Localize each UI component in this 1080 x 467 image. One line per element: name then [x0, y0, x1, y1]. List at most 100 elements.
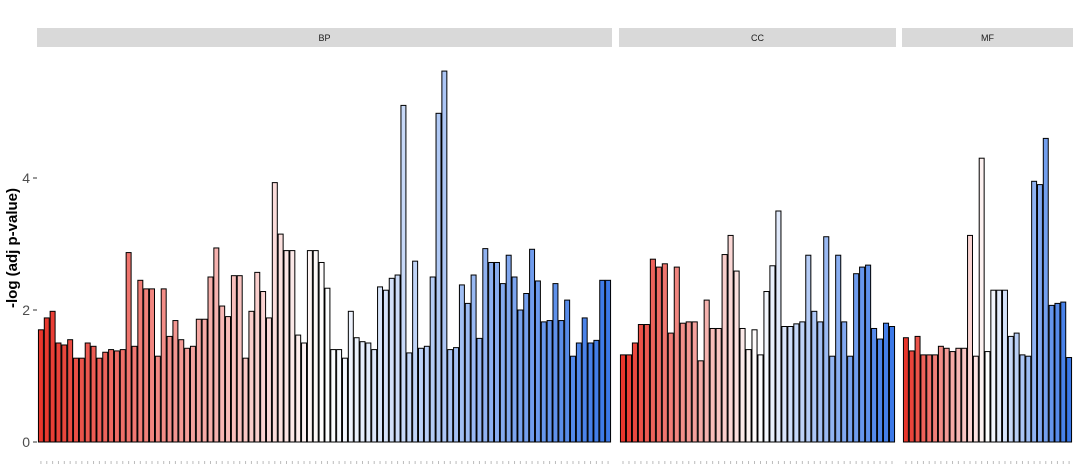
bar	[78, 357, 85, 443]
bar	[697, 360, 704, 443]
bar	[853, 273, 860, 443]
bar	[727, 234, 734, 443]
bar	[558, 320, 565, 443]
bar	[271, 182, 278, 443]
bar	[511, 276, 518, 443]
y-tick-label: 4	[22, 170, 30, 186]
bar	[799, 321, 806, 443]
bar	[1025, 355, 1032, 443]
bar	[394, 274, 401, 443]
bar	[458, 284, 465, 443]
bar	[248, 310, 255, 443]
bar	[406, 352, 413, 443]
bar	[859, 266, 866, 443]
bar	[213, 247, 220, 443]
bar	[1054, 302, 1061, 443]
bar	[371, 349, 378, 443]
bar	[978, 157, 985, 443]
bar	[961, 347, 968, 443]
bar	[435, 112, 442, 443]
bar	[125, 252, 132, 443]
bar	[61, 344, 68, 443]
bar	[412, 260, 419, 443]
bar	[972, 355, 979, 443]
bar	[637, 324, 644, 443]
facet-strip-label: CC	[751, 33, 764, 43]
bar	[581, 317, 588, 443]
y-tick-label: 2	[22, 302, 30, 318]
bar	[540, 321, 547, 443]
bar	[149, 288, 155, 443]
bar	[829, 355, 836, 443]
bar	[201, 318, 208, 443]
bar	[661, 263, 668, 443]
bar	[996, 289, 1003, 443]
bar	[643, 324, 650, 443]
bar	[1013, 332, 1020, 443]
bar	[709, 327, 716, 443]
bar	[219, 305, 226, 443]
bar	[817, 321, 824, 443]
facet-bp: BP	[37, 28, 612, 464]
bar	[359, 341, 366, 443]
bar	[877, 338, 884, 443]
bar	[236, 275, 243, 443]
bar	[1042, 137, 1049, 443]
bar	[388, 277, 395, 443]
facet-strip	[902, 28, 1073, 47]
bar	[277, 233, 284, 443]
bar	[745, 349, 752, 443]
bar	[166, 335, 173, 443]
bar	[283, 250, 290, 443]
bar	[805, 254, 812, 443]
bar	[49, 310, 56, 443]
bar	[488, 261, 495, 443]
bar	[189, 345, 196, 443]
bar	[113, 350, 120, 443]
bar	[195, 318, 202, 443]
bar	[523, 293, 530, 443]
bar	[1066, 357, 1073, 443]
bar	[619, 354, 627, 443]
bar	[631, 342, 638, 443]
facet-panels: BP CC MF	[37, 28, 1073, 464]
bar	[552, 283, 559, 443]
bar	[207, 276, 214, 443]
bar	[102, 351, 109, 443]
bar	[793, 323, 800, 443]
bar	[301, 342, 308, 443]
bar	[67, 339, 74, 443]
bar	[324, 287, 331, 443]
bar	[847, 355, 854, 443]
bar	[160, 288, 167, 443]
bar	[733, 270, 740, 443]
bar	[751, 329, 758, 443]
bar	[1036, 184, 1043, 443]
bar	[353, 337, 360, 443]
bar	[143, 288, 150, 443]
bar	[823, 236, 830, 443]
bar	[605, 279, 612, 443]
bar	[781, 326, 788, 443]
bar	[341, 357, 348, 443]
bar	[230, 275, 237, 443]
bar	[482, 248, 489, 443]
bar	[470, 274, 477, 443]
bar	[400, 104, 407, 443]
bar	[96, 357, 103, 443]
bar	[575, 342, 582, 443]
y-axis: -log (adj p-value) 0 2 4	[4, 170, 37, 450]
bar	[649, 258, 656, 443]
bar	[949, 351, 956, 443]
bar	[336, 349, 343, 443]
bar	[570, 355, 576, 443]
bar	[625, 354, 633, 443]
bar	[739, 327, 746, 443]
bar	[546, 320, 553, 443]
bar	[295, 334, 302, 443]
y-tick-label: 0	[22, 434, 30, 450]
y-axis-title: -log (adj p-value)	[4, 188, 21, 308]
bar	[178, 339, 185, 443]
bar	[365, 342, 372, 443]
